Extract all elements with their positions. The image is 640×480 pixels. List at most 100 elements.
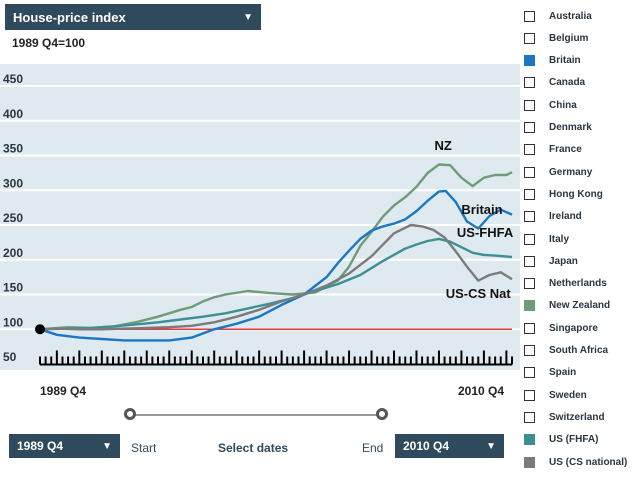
checkbox-icon[interactable] xyxy=(524,411,535,423)
legend-item[interactable]: Germany xyxy=(524,164,592,180)
price-chart: 50 100 150 200 250 300 350 400 450 NZ Britain US-FH… xyxy=(0,64,520,370)
legend-label: Italy xyxy=(549,233,570,245)
start-label: Start xyxy=(131,441,157,455)
checkbox-icon[interactable] xyxy=(524,345,535,356)
legend-item[interactable]: New Zealand xyxy=(524,298,610,314)
checkbox-icon[interactable] xyxy=(524,122,535,133)
legend-item[interactable]: US (FHFA) xyxy=(524,432,598,448)
y-tick-label: 250 xyxy=(3,211,23,225)
legend-item[interactable]: Ireland xyxy=(524,209,582,225)
legend-item[interactable]: Italy xyxy=(524,231,569,247)
legend-label: Denmark xyxy=(549,122,592,133)
legend-label: Sweden xyxy=(549,389,587,401)
legend-item[interactable]: Denmark xyxy=(524,120,592,136)
checkbox-icon[interactable] xyxy=(524,255,535,267)
series-line xyxy=(39,223,513,331)
y-tick-label: 200 xyxy=(3,246,23,260)
legend-label: Australia xyxy=(549,10,592,22)
base-note: 1989 Q4=100 xyxy=(12,36,86,50)
legend-item[interactable]: Belgium xyxy=(524,30,588,46)
slider-start-handle[interactable] xyxy=(124,408,136,420)
legend-label: China xyxy=(549,99,577,111)
series-annotation: US-CS Nat xyxy=(446,286,512,301)
checkbox-icon[interactable] xyxy=(524,144,535,156)
y-tick-label: 50 xyxy=(3,350,17,364)
y-tick-label: 400 xyxy=(3,107,23,121)
date-slider-track[interactable] xyxy=(130,414,382,416)
indicator-label: House-price index xyxy=(13,9,126,25)
checkbox-icon[interactable] xyxy=(524,367,535,379)
indicator-dropdown[interactable]: House-price index ▼ xyxy=(5,4,261,30)
caret-down-icon: ▼ xyxy=(486,440,496,452)
legend-item[interactable]: US (CS national) xyxy=(524,454,627,470)
legend-label: Canada xyxy=(549,77,586,89)
y-tick-label: 100 xyxy=(3,315,23,329)
y-tick-label: 300 xyxy=(3,176,23,190)
y-tick-label: 450 xyxy=(3,72,23,86)
checkbox-icon[interactable] xyxy=(524,434,535,446)
checkbox-icon[interactable] xyxy=(524,166,535,178)
legend-item[interactable]: Spain xyxy=(524,365,576,381)
legend-label: US (FHFA) xyxy=(549,434,599,446)
end-date-value: 2010 Q4 xyxy=(403,439,450,453)
legend-item[interactable]: Canada xyxy=(524,75,585,91)
legend-label: France xyxy=(549,144,582,156)
caret-down-icon: ▼ xyxy=(243,11,253,23)
y-tick-label: 150 xyxy=(3,281,23,295)
legend-label: Netherlands xyxy=(549,278,607,290)
select-dates-label: Select dates xyxy=(218,441,289,455)
legend-label: Belgium xyxy=(549,32,589,44)
legend-item[interactable]: Hong Kong xyxy=(524,186,603,202)
caret-down-icon: ▼ xyxy=(102,440,112,452)
end-date-select[interactable]: 2010 Q4 ▼ xyxy=(395,434,504,458)
series-line xyxy=(39,237,513,331)
legend-item[interactable]: China xyxy=(524,97,577,113)
end-label: End xyxy=(362,441,384,455)
checkbox-icon[interactable] xyxy=(524,99,535,111)
legend-label: Singapore xyxy=(549,322,598,334)
legend-item[interactable]: Sweden xyxy=(524,387,587,403)
legend-item[interactable]: Japan xyxy=(524,253,578,269)
start-date-value: 1989 Q4 xyxy=(17,439,64,453)
checkbox-icon[interactable] xyxy=(524,278,535,290)
legend-item[interactable]: Netherlands xyxy=(524,276,607,292)
y-tick-label: 350 xyxy=(3,142,23,156)
checkbox-icon[interactable] xyxy=(524,233,535,245)
x-end-label: 2010 Q4 xyxy=(458,384,505,398)
series-line xyxy=(39,189,513,342)
legend-item[interactable]: Britain xyxy=(524,53,581,69)
checkbox-icon[interactable] xyxy=(524,456,535,468)
start-date-select[interactable]: 1989 Q4 ▼ xyxy=(9,434,120,458)
checkbox-icon[interactable] xyxy=(524,211,535,223)
checkbox-icon[interactable] xyxy=(524,10,535,22)
checkbox-icon[interactable] xyxy=(524,55,535,67)
series-annotation: US-FHFA xyxy=(457,225,514,240)
legend-label: Hong Kong xyxy=(549,188,603,200)
legend-label: Spain xyxy=(549,367,577,379)
checkbox-icon[interactable] xyxy=(524,188,535,200)
checkbox-icon[interactable] xyxy=(524,322,535,334)
series-line xyxy=(39,163,513,331)
series-annotation: Britain xyxy=(461,202,502,217)
legend-label: Switzerland xyxy=(549,411,605,423)
legend-label: US (CS national) xyxy=(549,456,628,468)
legend-label: Britain xyxy=(549,55,581,67)
legend-item[interactable]: France xyxy=(524,142,582,158)
legend-item[interactable]: Australia xyxy=(524,8,592,24)
checkbox-icon[interactable] xyxy=(524,389,535,401)
origin-point xyxy=(35,324,45,335)
legend-label: South Africa xyxy=(549,345,609,356)
legend-item[interactable]: South Africa xyxy=(524,343,608,359)
legend-label: Japan xyxy=(549,255,578,267)
plot-background xyxy=(0,64,520,370)
x-start-label: 1989 Q4 xyxy=(40,384,87,398)
legend-item[interactable]: Switzerland xyxy=(524,409,605,425)
legend-label: Ireland xyxy=(549,211,582,223)
checkbox-icon[interactable] xyxy=(524,32,535,44)
slider-end-handle[interactable] xyxy=(376,408,388,420)
legend-label: Germany xyxy=(549,166,593,178)
checkbox-icon[interactable] xyxy=(524,77,535,89)
legend-item[interactable]: Singapore xyxy=(524,320,598,336)
checkbox-icon[interactable] xyxy=(524,300,535,312)
